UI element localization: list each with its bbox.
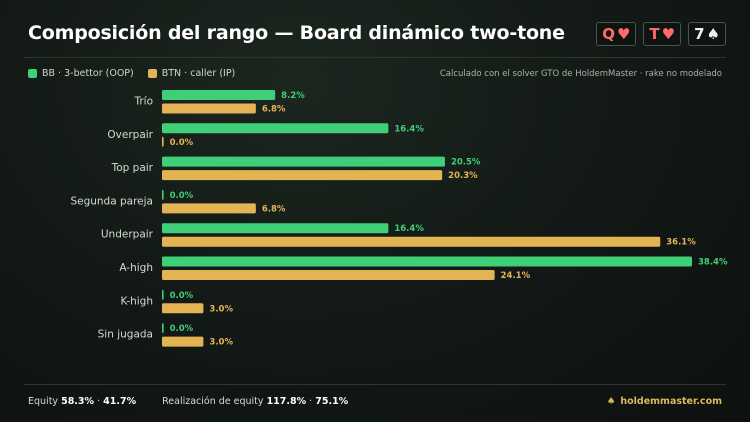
category-label: K-high [121,295,153,307]
spade-icon: ♠ [706,25,720,43]
value-label-btn: 3.0% [209,304,233,314]
equity-stat: Equity 58.3% · 41.7% [28,396,136,407]
card-rank: T [649,25,660,43]
board-card: Q ♥ [596,22,637,46]
bar-bb [162,123,389,134]
legend-swatch-btn [147,69,157,78]
equity-separator: · [97,396,101,407]
value-label-btn: 6.8% [262,204,286,214]
chart-legend: BB · 3-bettor (OOP) BTN · caller (IP) [28,68,235,79]
bar-bb [162,323,164,334]
realization-label: Realización de equity [162,396,264,407]
category-label: Underpair [101,229,154,241]
value-label-btn: 36.1% [666,238,696,248]
category-label: Overpair [107,129,153,141]
bar-btn [162,336,204,347]
realization-separator: · [309,396,313,407]
value-label-bb: 0.0% [170,324,194,334]
board-cards: Q ♥ T ♥ 7 ♠ [596,22,726,46]
value-label-btn: 3.0% [209,338,233,348]
solver-note: Calculado con el solver GTO de HoldemMas… [439,69,722,79]
bar-bb [162,156,445,167]
value-label-btn: 0.0% [170,138,194,148]
legend-item-btn: BTN · caller (IP) [147,68,236,79]
equity-label: Equity [28,396,59,407]
spade-icon: ♠ [606,396,616,407]
bar-bb [162,223,389,234]
footer-stats: Equity 58.3% · 41.7% Realización de equi… [28,396,348,407]
value-label-bb: 8.2% [281,91,305,101]
value-label-bb: 0.0% [170,291,194,301]
bar-btn [162,103,256,114]
heart-icon: ♥ [661,25,676,43]
footer-divider [24,384,726,385]
value-label-bb: 16.4% [394,124,424,134]
value-label-bb: 16.4% [394,224,424,234]
equity-btn-value: 41.7% [103,396,137,407]
brand-name: holdemmaster.com [620,396,722,407]
bar-btn [162,136,164,147]
category-label: A-high [119,262,153,274]
value-label-bb: 0.0% [170,191,194,201]
bar-btn [162,303,204,314]
board-card: 7 ♠ [688,22,726,46]
card-rank: Q [602,25,615,43]
legend-swatch-bb [28,69,37,78]
value-label-bb: 38.4% [698,258,728,268]
bar-bb [162,289,164,300]
board-card: T ♥ [643,22,682,46]
bar-btn [162,170,443,181]
category-label: Sin jugada [98,329,153,341]
heart-icon: ♥ [616,25,631,43]
value-label-btn: 6.8% [262,105,286,115]
bar-bb [162,90,276,100]
category-label: Segunda pareja [70,195,153,207]
bar-btn [162,270,495,280]
bar-bb [162,189,164,200]
header-divider [24,57,726,58]
legend-label-btn: BTN · caller (IP) [161,68,236,79]
bar-bb [162,256,692,267]
realization-btn-value: 75.1% [315,396,349,407]
brand: ♠ holdemmaster.com [607,396,722,407]
bar-btn [162,203,256,214]
equity-bb-value: 58.3% [61,396,95,407]
category-label: Top pair [111,162,154,174]
realization-stat: Realización de equity 117.8% · 75.1% [162,396,348,407]
page-title: Composición del rango — Board dinámico t… [28,22,565,44]
legend-label-bb: BB · 3-bettor (OOP) [42,68,134,79]
bar-btn [162,236,661,247]
card-rank: 7 [694,25,705,43]
realization-bb-value: 117.8% [266,396,307,407]
category-label: Trío [133,96,153,108]
value-label-btn: 24.1% [501,271,531,281]
value-label-bb: 20.5% [451,158,481,168]
value-label-btn: 20.3% [448,171,478,181]
legend-item-bb: BB · 3-bettor (OOP) [28,68,134,79]
